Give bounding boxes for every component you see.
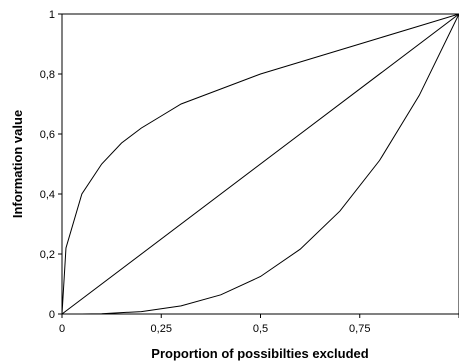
y-axis: 0 0,2 0,4 0,6 0,8 1 bbox=[40, 9, 62, 321]
x-axis-title: Proportion of possibilties excluded bbox=[151, 346, 368, 361]
x-axis: 0 0,25 0,5 0,75 bbox=[59, 314, 459, 335]
y-tick-label: 0 bbox=[49, 309, 55, 321]
series-line-2 bbox=[61, 13, 459, 315]
x-tick-label: 0,5 bbox=[253, 323, 268, 335]
series-line-3 bbox=[62, 13, 459, 315]
y-tick-label: 0,8 bbox=[40, 69, 55, 81]
y-tick-label: 0,6 bbox=[40, 129, 55, 141]
y-tick-label: 1 bbox=[49, 9, 55, 21]
series-group bbox=[61, 13, 459, 315]
x-tick-label: 0,75 bbox=[349, 323, 370, 335]
y-tick-label: 0,4 bbox=[40, 189, 55, 201]
x-tick-label: 0 bbox=[59, 323, 65, 335]
y-tick-label: 0,2 bbox=[40, 249, 55, 261]
y-axis-title: Information value bbox=[10, 110, 25, 218]
series-line-1 bbox=[61, 13, 459, 315]
x-tick-label: 0,25 bbox=[151, 323, 172, 335]
